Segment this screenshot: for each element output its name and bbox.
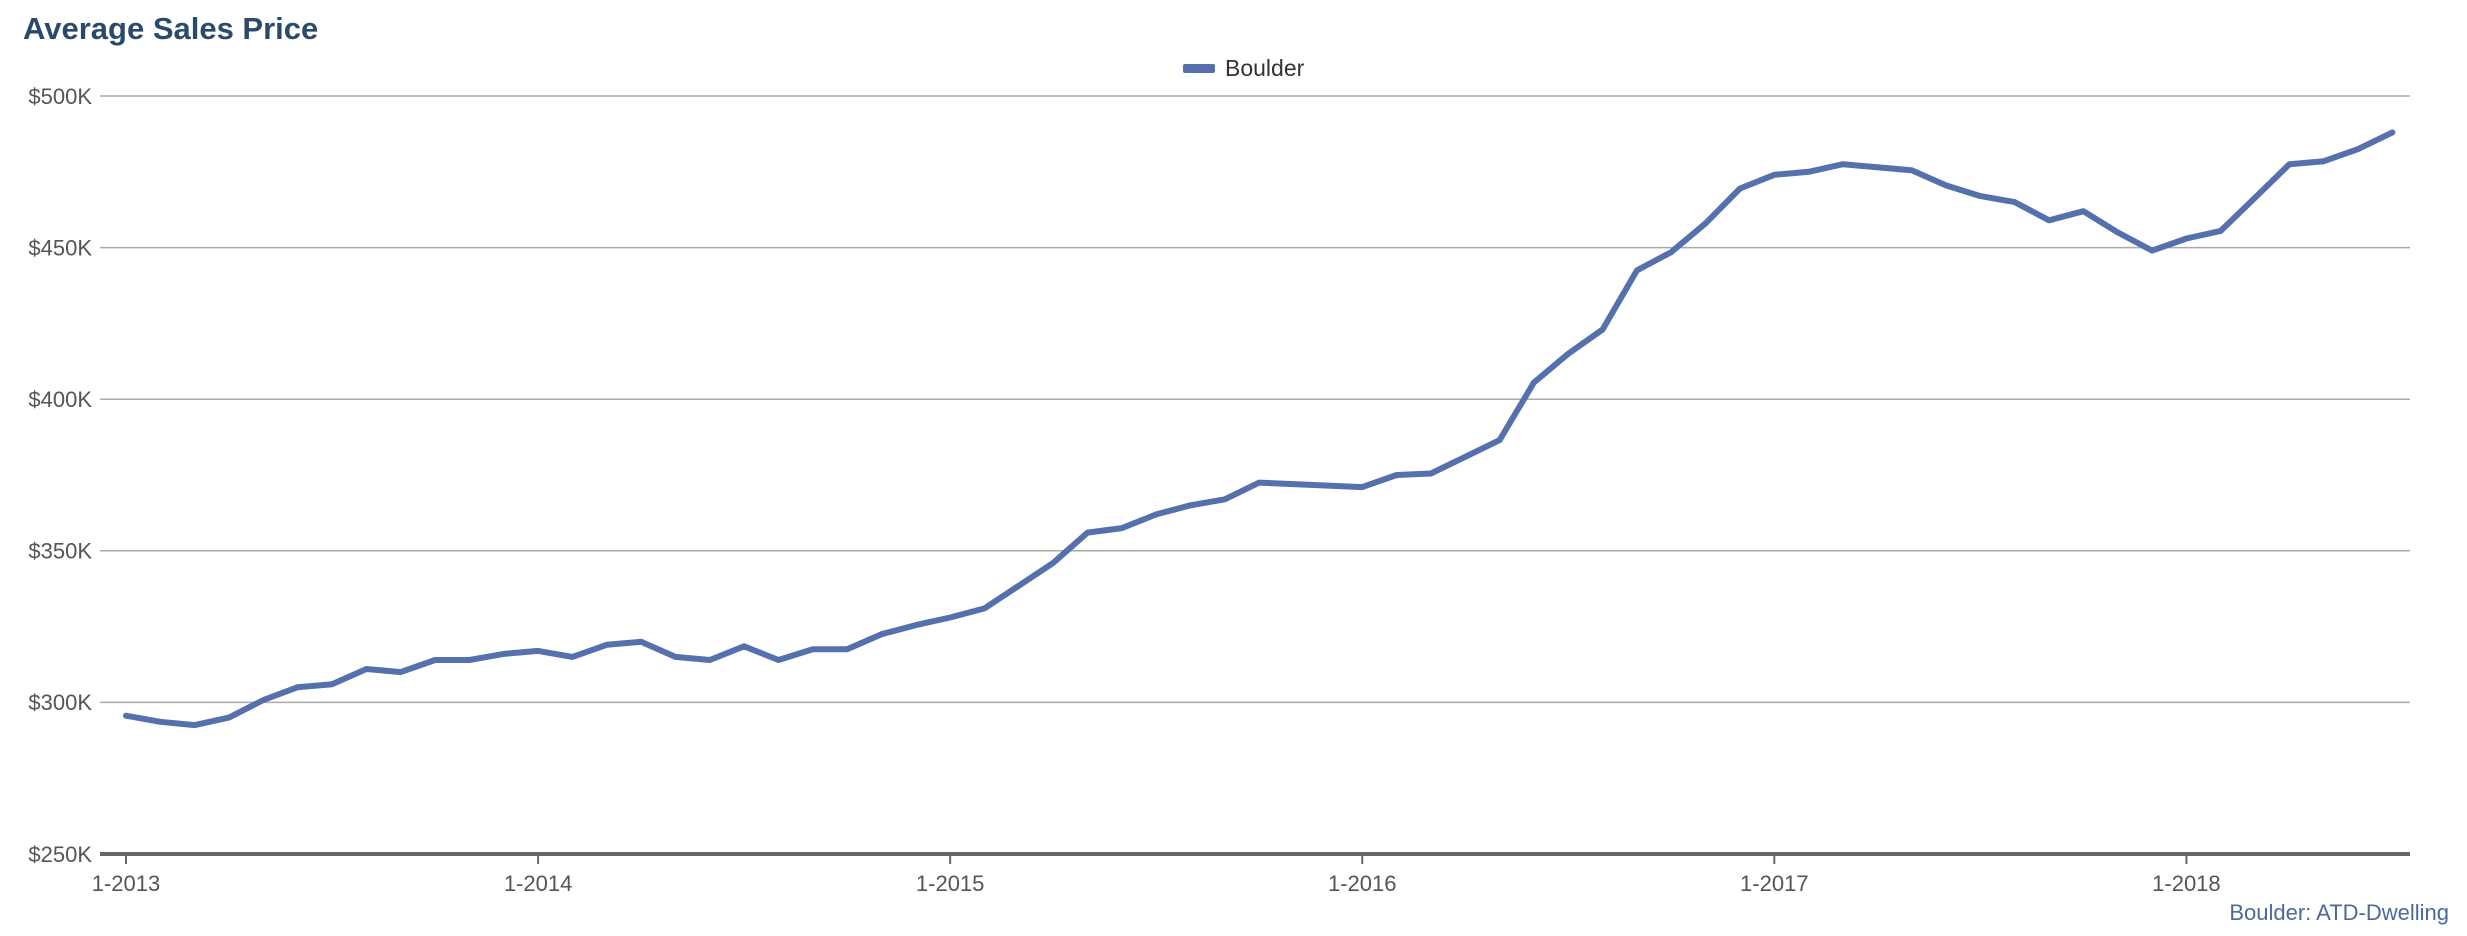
- x-tick-label: 1-2018: [2152, 871, 2221, 896]
- legend-swatch: [1183, 64, 1215, 73]
- y-tick-label: $400K: [28, 387, 92, 412]
- legend-label: Boulder: [1225, 55, 1305, 81]
- source-label: Boulder: ATD-Dwelling: [2229, 900, 2449, 925]
- x-tick-label: 1-2017: [1740, 871, 1809, 896]
- x-tick-label: 1-2015: [916, 871, 985, 896]
- y-tick-label: $500K: [28, 84, 92, 109]
- y-tick-label: $350K: [28, 539, 92, 564]
- x-tick-label: 1-2013: [92, 871, 161, 896]
- y-tick-label: $300K: [28, 690, 92, 715]
- data-line: [123, 129, 2396, 729]
- x-tick-label: 1-2016: [1328, 871, 1397, 896]
- y-tick-label: $450K: [28, 235, 92, 260]
- x-tick-label: 1-2014: [504, 871, 573, 896]
- y-tick-label: $250K: [28, 842, 92, 867]
- chart-title: Average Sales Price: [23, 11, 318, 46]
